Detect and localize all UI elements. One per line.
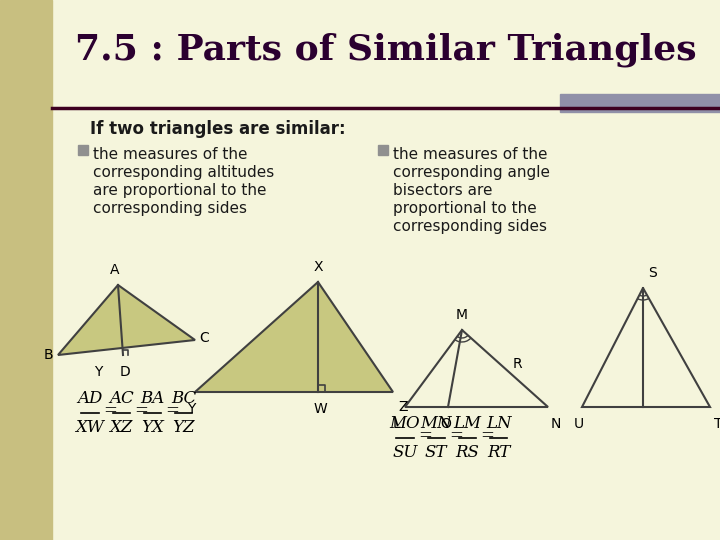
Text: W: W [313,402,327,416]
Text: the measures of the: the measures of the [93,147,248,162]
Text: L: L [392,417,400,431]
Text: If two triangles are similar:: If two triangles are similar: [90,120,346,138]
Text: proportional to the: proportional to the [393,201,536,216]
Text: ST: ST [425,444,447,461]
Text: =: = [481,428,495,444]
Text: YZ: YZ [172,419,195,436]
Text: =: = [449,428,464,444]
Text: O: O [441,417,451,431]
Text: LN: LN [486,415,511,432]
Text: C: C [199,331,209,345]
Text: corresponding sides: corresponding sides [393,219,547,234]
Text: Z: Z [398,400,408,414]
Text: SU: SU [392,444,418,461]
Text: corresponding altitudes: corresponding altitudes [93,165,274,180]
Text: N: N [551,417,562,431]
Text: are proportional to the: are proportional to the [93,183,266,198]
Bar [78,145,88,155]
Polygon shape [195,282,393,392]
Bar [560,94,720,112]
Text: =: = [103,402,117,420]
Text: XZ: XZ [109,419,133,436]
Text: YX: YX [141,419,164,436]
Bar [0,0,52,540]
Text: Y: Y [186,402,195,416]
Text: B: B [43,348,53,362]
Text: X: X [313,260,323,274]
Bar [378,145,388,155]
Text: the measures of the: the measures of the [393,147,547,162]
Text: MN: MN [420,415,452,432]
Text: BA: BA [140,390,165,407]
Text: A: A [110,263,120,277]
Text: M: M [456,308,468,322]
Text: AD: AD [77,390,103,407]
Text: LM: LM [454,415,482,432]
Text: Y: Y [94,365,102,379]
Text: RT: RT [487,444,510,461]
Text: corresponding angle: corresponding angle [393,165,550,180]
Polygon shape [58,285,195,355]
Text: bisectors are: bisectors are [393,183,492,198]
Text: BC: BC [171,390,197,407]
Text: =: = [135,402,148,420]
Text: U: U [574,417,584,431]
Text: D: D [120,365,130,379]
Text: AC: AC [109,390,134,407]
Text: corresponding sides: corresponding sides [93,201,247,216]
Text: 7.5 : Parts of Similar Triangles: 7.5 : Parts of Similar Triangles [75,33,697,68]
Text: RS: RS [456,444,480,461]
Text: =: = [166,402,179,420]
Text: R: R [513,357,523,371]
Text: XW: XW [76,419,104,436]
Text: MO: MO [390,415,420,432]
Text: S: S [648,266,657,280]
Text: T: T [714,417,720,431]
Text: =: = [418,428,432,444]
